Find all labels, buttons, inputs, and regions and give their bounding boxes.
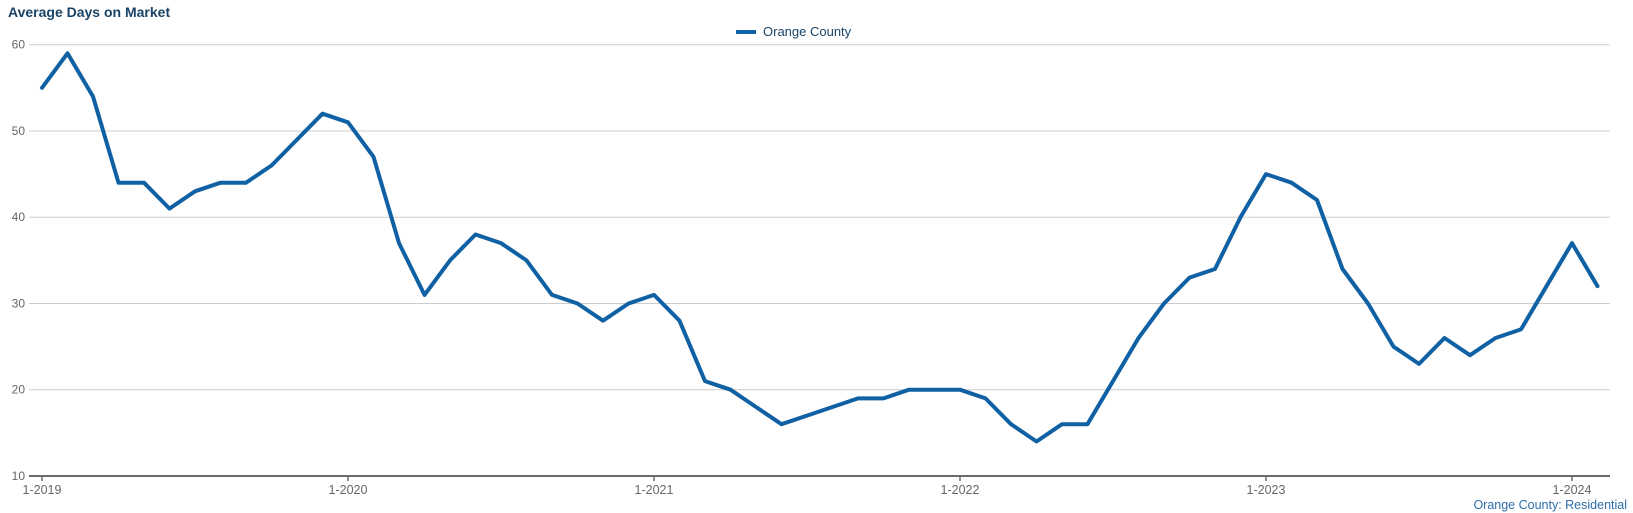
legend-line-swatch-icon	[736, 29, 756, 34]
chart-footer: Orange County: Residential	[1473, 498, 1627, 512]
y-axis-tick-label: 30	[12, 296, 26, 310]
x-axis-tick-label: 1-2022	[941, 483, 980, 497]
y-axis-tick-label: 20	[12, 383, 26, 397]
legend[interactable]: Orange County	[736, 24, 851, 39]
series-line-orange-county	[40, 51, 1600, 444]
y-axis-tick-label: 60	[12, 38, 26, 52]
y-axis-tick-label: 10	[12, 469, 26, 483]
x-axis-tick-label: 1-2019	[23, 483, 62, 497]
y-axis-tick-label: 50	[12, 124, 26, 138]
x-axis-tick-label: 1-2024	[1553, 483, 1592, 497]
y-axis-tick-label: 40	[12, 210, 26, 224]
x-axis-tick-label: 1-2021	[635, 483, 674, 497]
x-axis-tick-label: 1-2020	[329, 483, 368, 497]
x-axis-tick-label: 1-2023	[1247, 483, 1286, 497]
legend-label: Orange County	[763, 24, 852, 39]
chart-title: Average Days on Market	[8, 4, 171, 20]
